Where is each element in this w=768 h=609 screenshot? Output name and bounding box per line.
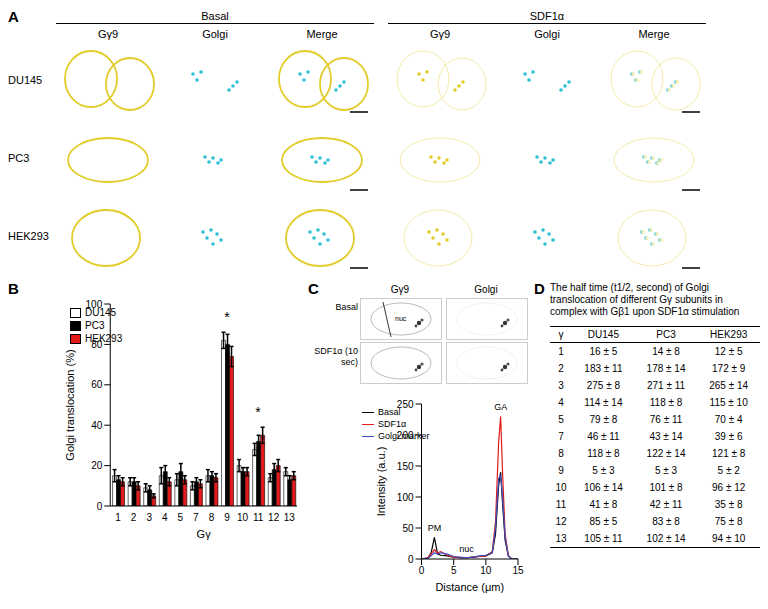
svg-text:1: 1 bbox=[115, 512, 121, 523]
svg-text:9: 9 bbox=[224, 512, 230, 523]
svg-text:Golgi translocation (%): Golgi translocation (%) bbox=[64, 349, 76, 460]
svg-text:Intensity (a.u.): Intensity (a.u.) bbox=[375, 447, 387, 517]
svg-text:250: 250 bbox=[397, 399, 414, 410]
svg-text:2: 2 bbox=[131, 512, 137, 523]
svg-text:0: 0 bbox=[408, 554, 414, 565]
svg-text:60: 60 bbox=[91, 379, 103, 390]
svg-text:5: 5 bbox=[451, 565, 457, 576]
svg-text:3: 3 bbox=[146, 512, 152, 523]
svg-text:nuc: nuc bbox=[459, 544, 474, 554]
svg-text:nuc: nuc bbox=[395, 315, 407, 322]
svg-text:100: 100 bbox=[397, 492, 414, 503]
svg-text:20: 20 bbox=[91, 460, 103, 471]
svg-text:8: 8 bbox=[209, 512, 215, 523]
svg-text:*: * bbox=[255, 404, 261, 420]
svg-text:50: 50 bbox=[402, 523, 414, 534]
svg-text:15: 15 bbox=[512, 565, 524, 576]
svg-text:11: 11 bbox=[253, 512, 264, 523]
svg-text:40: 40 bbox=[91, 420, 103, 431]
svg-text:13: 13 bbox=[284, 512, 296, 523]
svg-text:100: 100 bbox=[86, 299, 103, 310]
svg-text:5: 5 bbox=[178, 512, 184, 523]
svg-text:80: 80 bbox=[91, 339, 103, 350]
svg-text:Gγ: Gγ bbox=[197, 528, 212, 540]
svg-text:10: 10 bbox=[237, 512, 249, 523]
svg-text:GA: GA bbox=[494, 402, 507, 412]
svg-text:200: 200 bbox=[397, 430, 414, 441]
svg-text:12: 12 bbox=[268, 512, 280, 523]
svg-text:10: 10 bbox=[480, 565, 492, 576]
svg-text:4: 4 bbox=[162, 512, 168, 523]
svg-text:Distance (μm): Distance (μm) bbox=[435, 581, 504, 593]
svg-text:PM: PM bbox=[428, 523, 442, 533]
svg-text:7: 7 bbox=[193, 512, 199, 523]
svg-text:150: 150 bbox=[397, 461, 414, 472]
svg-text:0: 0 bbox=[419, 565, 425, 576]
svg-text:0: 0 bbox=[97, 501, 103, 512]
svg-text:*: * bbox=[224, 309, 230, 325]
